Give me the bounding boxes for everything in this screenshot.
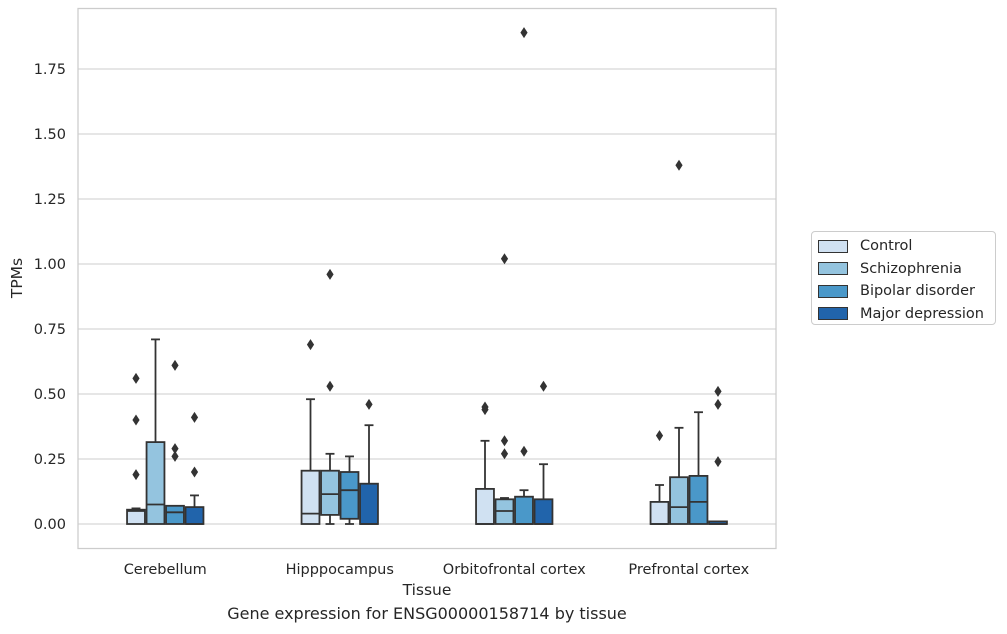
outlier-point (306, 339, 315, 351)
y-axis-title: TPMs (8, 258, 26, 299)
box-rect (649, 500, 670, 525)
y-tick-label: 0.50 (34, 387, 66, 403)
outlier-point (714, 456, 722, 468)
box-rect (514, 495, 534, 525)
outlier-point (520, 27, 528, 39)
legend-label-major-depression: Major depression (860, 305, 984, 322)
x-tick-label: Orbitofrontal cortex (443, 562, 586, 578)
grid-lines (78, 68, 776, 525)
outlier-point (500, 435, 509, 447)
outlier-point (675, 159, 683, 171)
x-tick-label: Prefrontal cortex (628, 562, 749, 578)
outlier-point (539, 380, 548, 392)
box-rect (669, 476, 689, 525)
outlier-point (326, 380, 334, 392)
y-tick-label: 1.75 (34, 62, 66, 78)
box-group (339, 455, 360, 525)
box-group (533, 380, 554, 525)
outlier-point (132, 372, 140, 384)
box-rect (688, 474, 709, 525)
outlier-point (132, 414, 140, 426)
legend-item-major-depression: Major depression (818, 303, 995, 326)
box-rect (184, 506, 205, 525)
outlier-point (190, 411, 199, 423)
box-rect (533, 498, 554, 525)
legend-item-schizophrenia: Schizophrenia (818, 258, 995, 281)
outlier-point (655, 430, 664, 442)
y-tick-label: 1.50 (34, 127, 66, 143)
outlier-point (171, 443, 179, 455)
legend-swatch-bipolar-disorder (818, 284, 848, 298)
box-group (359, 398, 379, 525)
box-group (320, 268, 340, 525)
outlier-point (171, 359, 179, 371)
y-tick-labels: 0.00 0.25 0.50 0.75 1.00 1.25 1.50 1.75 (34, 62, 66, 533)
outlier-point (714, 385, 722, 397)
legend-label-bipolar-disorder: Bipolar disorder (860, 283, 975, 300)
box-group (165, 359, 185, 525)
box-group (145, 338, 166, 525)
box-group (494, 253, 515, 525)
y-tick-label: 1.25 (34, 192, 66, 208)
box-group (300, 339, 321, 525)
box-group (669, 159, 689, 525)
legend-label-control: Control (860, 238, 913, 255)
legend-swatch-control (818, 239, 848, 253)
box-rect (475, 487, 495, 525)
box-group (688, 411, 709, 525)
box-group (514, 27, 534, 525)
outlier-point (714, 398, 722, 410)
outlier-point (481, 401, 489, 413)
x-tick-label: Cerebellum (124, 562, 207, 578)
outlier-point (500, 448, 509, 460)
box-group (649, 430, 670, 525)
x-tick-label: Hipppocampus (286, 562, 394, 578)
box-rect (339, 471, 360, 520)
box-rect (300, 469, 321, 525)
y-tick-label: 0.75 (34, 322, 66, 338)
legend-label-schizophrenia: Schizophrenia (860, 260, 962, 277)
chart-title: Gene expression for ENSG00000158714 by t… (227, 604, 627, 623)
y-tick-label: 1.00 (34, 257, 66, 273)
outlier-point (132, 469, 140, 481)
box-group (126, 372, 146, 525)
outlier-point (171, 450, 179, 462)
plot-frame (77, 7, 777, 550)
box-group (475, 401, 495, 525)
box-group (708, 385, 728, 525)
x-tick-labels: Cerebellum Hipppocampus Orbitofrontal cort… (124, 562, 750, 578)
box-rect (359, 482, 379, 525)
legend-swatch-major-depression (818, 307, 848, 321)
x-axis-title: Tissue (402, 581, 452, 599)
legend: Control Schizophrenia Bipolar disorder M… (811, 231, 996, 325)
box-group (184, 411, 205, 525)
legend-swatch-schizophrenia (818, 262, 848, 276)
box-rect (145, 441, 166, 525)
y-tick-label: 0.25 (34, 452, 66, 468)
outlier-point (365, 398, 373, 410)
box-rect (165, 504, 185, 525)
outlier-point (190, 466, 199, 478)
box-series (126, 27, 728, 525)
y-tick-label: 0.00 (34, 517, 66, 533)
box-rect (126, 508, 146, 525)
legend-item-control: Control (818, 235, 995, 258)
outlier-point (520, 445, 528, 457)
outlier-point (326, 268, 334, 280)
legend-item-bipolar-disorder: Bipolar disorder (818, 280, 995, 303)
box-rect (320, 469, 340, 516)
outlier-point (500, 253, 509, 265)
